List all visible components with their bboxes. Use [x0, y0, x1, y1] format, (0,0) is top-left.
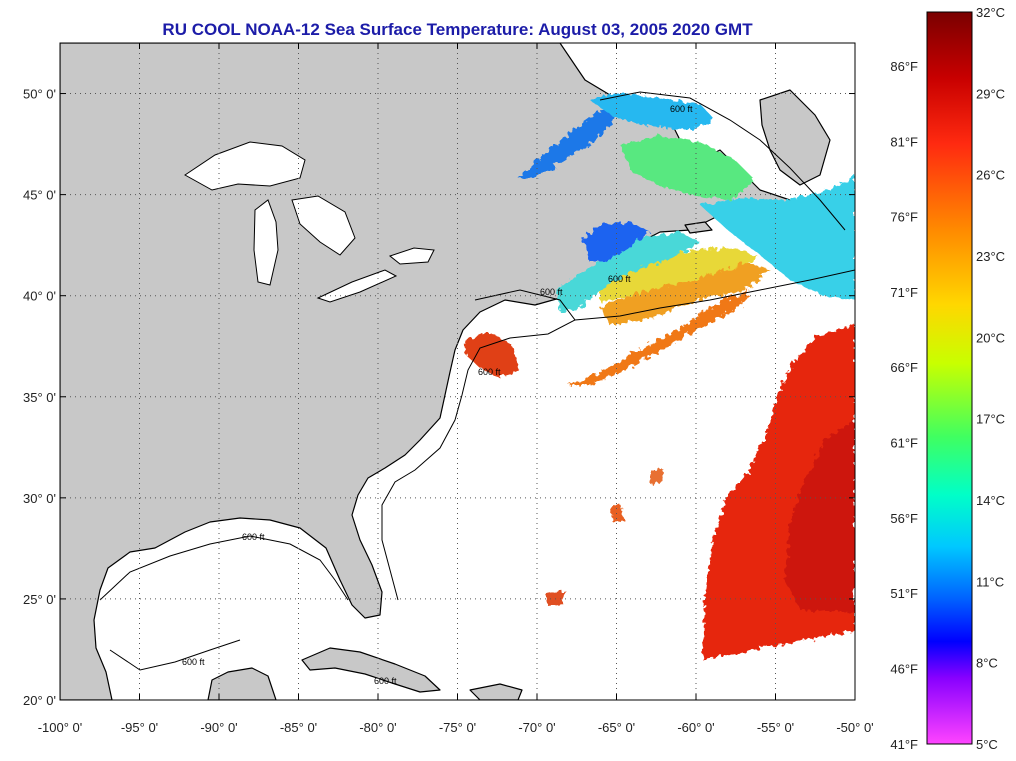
cuba-island [301, 647, 441, 693]
colorbar-label-f: 66°F [890, 360, 918, 375]
lon-tick-label: -80° 0' [359, 720, 396, 735]
lat-tick-label: 50° 0' [23, 87, 56, 102]
sst-patch-stream-fragment-1 [545, 590, 565, 606]
colorbar-label-c: 14°C [976, 493, 1005, 508]
colorbar-label-c: 32°C [976, 5, 1005, 20]
contour-label-1: 600 ft [242, 532, 265, 542]
colorbar-label-c: 11°C [976, 574, 1004, 589]
colorbar-label-c: 23°C [976, 249, 1005, 264]
sst-patch-shelf-yellow [600, 248, 760, 302]
sst-patch-labrador-cyan [590, 92, 715, 130]
lon-tick-label: -70° 0' [518, 720, 555, 735]
newfoundland-island [759, 89, 831, 186]
contour-labels: 600 ft 600 ft 600 ft 600 ft 600 ft 600 f… [182, 104, 693, 686]
map-area: 600 ft 600 ft 600 ft 600 ft 600 ft 600 f… [60, 43, 855, 700]
sst-patch-sargasso-hot [785, 420, 855, 612]
latitude-labels: 20° 0' 25° 0' 30° 0' 35° 0' 40° 0' 45° 0' 50° … [23, 87, 56, 708]
sst-patch-mid-atlantic-red [465, 332, 520, 378]
lat-tick-label: 35° 0' [23, 390, 56, 405]
sst-patch-scotian-cyan [700, 175, 855, 300]
contour-label-2: 600 ft [540, 287, 563, 297]
lon-tick-label: -55° 0' [757, 720, 794, 735]
colorbar-label-f: 86°F [890, 59, 918, 74]
hispaniola-island [469, 683, 523, 700]
sst-data-layer [465, 92, 855, 660]
colorbar-celsius-labels: 32°C 29°C 26°C 23°C 20°C 17°C 14°C 11°C 8°C 5°C [976, 5, 1005, 752]
colorbar-label-c: 20°C [976, 330, 1005, 345]
colorbar-label-f: 46°F [890, 661, 918, 676]
lon-tick-label: -85° 0' [280, 720, 317, 735]
lon-tick-label: -60° 0' [677, 720, 714, 735]
land-layer [60, 43, 831, 700]
colorbar-label-c: 29°C [976, 86, 1005, 101]
lon-tick-label: -90° 0' [200, 720, 237, 735]
colorbar-fahrenheit-labels: 86°F 81°F 76°F 71°F 66°F 61°F 56°F 51°F 46°F 41°F [890, 59, 918, 752]
sst-patch-gulf-st-lawrence-green [620, 136, 755, 200]
lat-tick-label: 45° 0' [23, 188, 56, 203]
lon-tick-label: -95° 0' [121, 720, 158, 735]
contour-label-5: 600 ft [182, 657, 205, 667]
lon-tick-label: -75° 0' [439, 720, 476, 735]
prince-edward-island [684, 221, 713, 234]
lon-tick-label: -100° 0' [38, 720, 83, 735]
colorbar-label-f: 41°F [890, 737, 918, 752]
colorbar-label-c: 8°C [976, 656, 998, 671]
longitude-labels: -100° 0' -95° 0' -90° 0' -85° 0' -80° 0' -75°… [38, 720, 874, 735]
colorbar [926, 11, 973, 745]
sst-patch-gulfstream-orange [568, 290, 750, 385]
sst-patch-gulf-of-maine-cyan [556, 232, 700, 312]
colorbar-label-f: 56°F [890, 511, 918, 526]
lat-tick-label: 40° 0' [23, 289, 56, 304]
lon-tick-label: -65° 0' [598, 720, 635, 735]
lake-michigan [253, 199, 279, 286]
colorbar-label-f: 61°F [890, 436, 918, 451]
sst-patch-stream-fragment-3 [650, 470, 664, 484]
north-america-landmass [60, 43, 801, 700]
sst-patch-bay-of-fundy-blue [582, 222, 650, 262]
lat-tick-label: 20° 0' [23, 693, 56, 708]
colorbar-label-f: 71°F [890, 285, 918, 300]
colorbar-label-f: 81°F [890, 134, 918, 149]
lake-erie [316, 269, 398, 303]
map-title: RU COOL NOAA-12 Sea Surface Temperature:… [162, 20, 753, 39]
lake-huron [291, 195, 356, 256]
sst-patch-st-lawrence-blue [518, 104, 628, 180]
colorbar-label-f: 76°F [890, 210, 918, 225]
sst-patch-shelf-yellow-orange [600, 260, 770, 326]
great-lakes [184, 141, 435, 303]
colorbar-label-c: 5°C [976, 737, 998, 752]
contour-label-7: 600 ft [478, 367, 501, 377]
map-ticks [59, 43, 856, 701]
lake-ontario [388, 247, 435, 265]
lon-tick-label: -50° 0' [836, 720, 873, 735]
contour-label-6: 600 ft [374, 676, 397, 686]
colorbar-label-f: 51°F [890, 586, 918, 601]
colorbar-label-c: 17°C [976, 412, 1005, 427]
contour-label-4: 600 ft [670, 104, 693, 114]
lat-tick-label: 30° 0' [23, 491, 56, 506]
lake-superior [184, 141, 306, 191]
yucatan-peninsula [207, 667, 277, 700]
colorbar-label-c: 26°C [976, 168, 1005, 183]
contour-label-3: 600 ft [608, 274, 631, 284]
lat-tick-label: 25° 0' [23, 592, 56, 607]
